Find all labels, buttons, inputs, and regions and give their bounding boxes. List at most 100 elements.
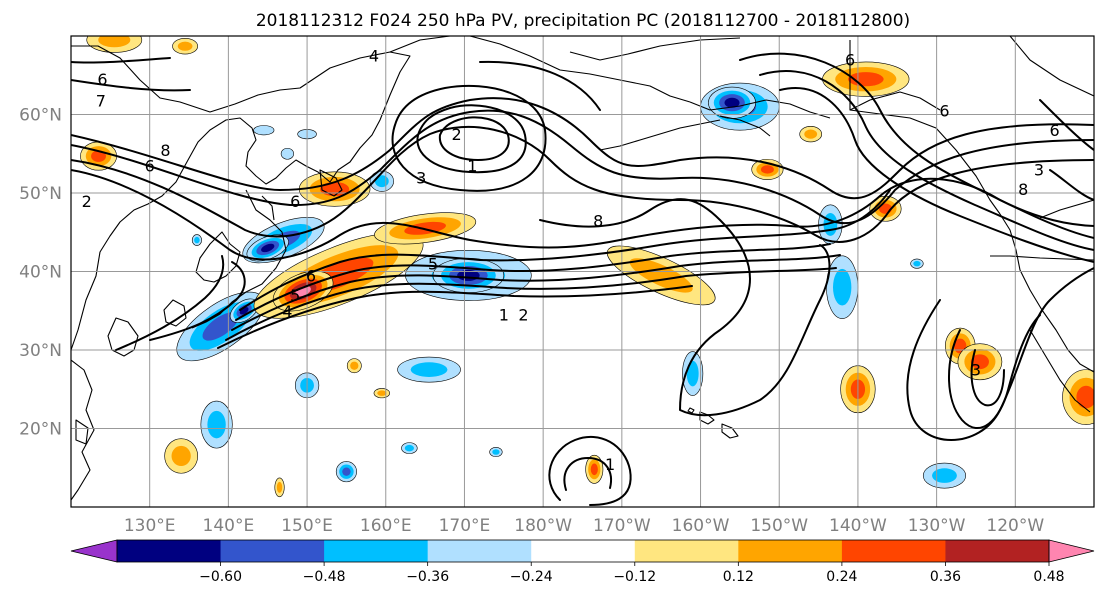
pv-contour-label: 8 [593, 211, 603, 230]
colorbar-outline [116, 539, 1050, 563]
precip-anomaly-level [280, 147, 294, 160]
pv-contour-label: 7 [96, 91, 106, 110]
longitude-labels: 130°E 140°E 150°E 160°E 170°E 180°W 170°W 160°W… [124, 516, 1045, 536]
pv-contour-label: 3 [971, 361, 981, 380]
precip-anomaly-blob [489, 447, 503, 458]
precip-anomaly-level [377, 390, 387, 396]
figure-title: 2018112312 F024 250 hPa PV, precipitatio… [256, 11, 910, 31]
precip-anomaly-blob [191, 234, 202, 246]
colorbar-bin [427, 540, 532, 562]
colorbar-tick-label: −0.60 [199, 569, 242, 585]
pv-contour-label: 1 [605, 455, 615, 474]
precip-anomaly-blob [910, 258, 924, 269]
precip-anomaly-level [253, 125, 275, 136]
precip-anomaly-level [913, 260, 921, 267]
longitude-label: 150°E [281, 516, 333, 536]
precip-anomaly-level [932, 468, 957, 483]
pv-contour-label: 6 [290, 192, 300, 211]
longitude-label: 140°W [829, 516, 887, 536]
precip-anomaly-level [171, 445, 191, 467]
pv-contour-label: 6 [145, 157, 155, 176]
coastlines [71, 36, 1094, 501]
longitude-label: 130°W [908, 516, 966, 536]
precip-anomaly-level [1076, 385, 1094, 409]
latitude-label: 50°N [19, 184, 62, 204]
colorbar-tick-label: −0.48 [303, 569, 346, 585]
longitude-label: 160°W [672, 516, 730, 536]
colorbar-max-extend [1048, 539, 1095, 563]
colorbar-tick-label: −0.24 [510, 569, 553, 585]
pv-contours [71, 52, 1094, 506]
precip-anomaly-blob [274, 477, 285, 498]
precip-anomaly-blob [335, 461, 357, 483]
colorbar-bin [634, 540, 739, 562]
colorbar-bin [117, 540, 222, 562]
precip-anomaly-blob [401, 442, 418, 454]
colorbar-tick-label: 0.24 [826, 569, 857, 585]
precip-anomaly-level [276, 481, 283, 493]
precip-anomaly-blob [346, 358, 362, 374]
pv-contour-label: 6 [306, 266, 316, 285]
pv-contour-label: 2 [518, 306, 528, 325]
colorbar-bin [738, 540, 843, 562]
colorbar: −0.60 −0.48 −0.36 −0.24 −0.12 0.12 0.24 0.36 0.4… [70, 539, 1095, 585]
precip-anomaly-level [804, 129, 818, 139]
longitude-label: 120°W [986, 516, 1044, 536]
precip-anomaly-blob [253, 125, 275, 136]
pv-contour-label: 5 [290, 286, 300, 305]
precip-anomaly-level [207, 410, 226, 439]
pv-contour-label: 2 [82, 192, 92, 211]
colorbar-tick-label: 0.36 [930, 569, 961, 585]
precip-anomaly-level [724, 97, 740, 108]
precip-anomaly-blob [1062, 369, 1094, 425]
longitude-label: 160°E [360, 516, 412, 536]
latitude-label: 60°N [19, 106, 62, 126]
precip-anomaly-level [629, 258, 693, 293]
precip-anomaly-blob [172, 38, 198, 55]
latitude-label: 30°N [19, 341, 62, 361]
precip-anomaly-blob [280, 147, 294, 160]
precip-anomaly-blob [682, 351, 704, 396]
pv-contour-label: 3 [1034, 160, 1044, 179]
precip-anomaly-blob [708, 86, 756, 119]
colorbar-tick-label: −0.12 [613, 569, 656, 585]
latitude-label: 40°N [19, 263, 62, 283]
pv-contour-label: 6 [939, 102, 949, 121]
pv-contour-label: 2 [451, 125, 461, 144]
precip-anomaly-level [686, 360, 699, 387]
precip-anomaly-level [760, 165, 774, 174]
pv-contour-label: 3 [416, 168, 426, 187]
precip-anomaly-level [833, 268, 852, 306]
pv-contour-label: 4 [282, 302, 292, 321]
precip-anomaly-level [91, 150, 106, 162]
precip-anomaly-blob [246, 234, 289, 262]
map-frame [70, 35, 1095, 508]
longitude-label: 170°W [593, 516, 651, 536]
precip-anomaly-level [350, 361, 359, 370]
precip-anomaly-blob [826, 255, 859, 319]
precip-anomaly-blob [200, 400, 233, 449]
longitude-label: 150°W [750, 516, 808, 536]
colorbar-bin [531, 540, 636, 562]
precip-anomaly-level [410, 362, 448, 377]
precip-anomaly-level [590, 463, 598, 476]
precip-anomaly-blob [397, 356, 461, 383]
colorbar-tick-label: 0.12 [723, 569, 754, 585]
precip-anomaly-level [970, 354, 989, 370]
colorbar-bin [324, 540, 429, 562]
precip-anomaly-level [202, 312, 239, 341]
precip-anomaly-blob [922, 462, 967, 489]
precip-anomaly-blob [164, 438, 198, 474]
latitude-labels: 60°N 50°N 40°N 30°N 20°N [19, 106, 62, 440]
pv-contour-label: 6 [845, 51, 855, 70]
pv-contour-label: 6 [1050, 121, 1060, 140]
colorbar-bin [841, 540, 946, 562]
colorbar-bin [945, 540, 1050, 562]
longitude-label: 130°E [124, 516, 176, 536]
precip-anomaly-level [98, 36, 131, 48]
longitude-label: 140°E [203, 516, 255, 536]
precip-anomaly-blob [86, 36, 143, 53]
precip-anomaly-level [194, 236, 200, 244]
colorbar-min-extend [70, 539, 118, 563]
